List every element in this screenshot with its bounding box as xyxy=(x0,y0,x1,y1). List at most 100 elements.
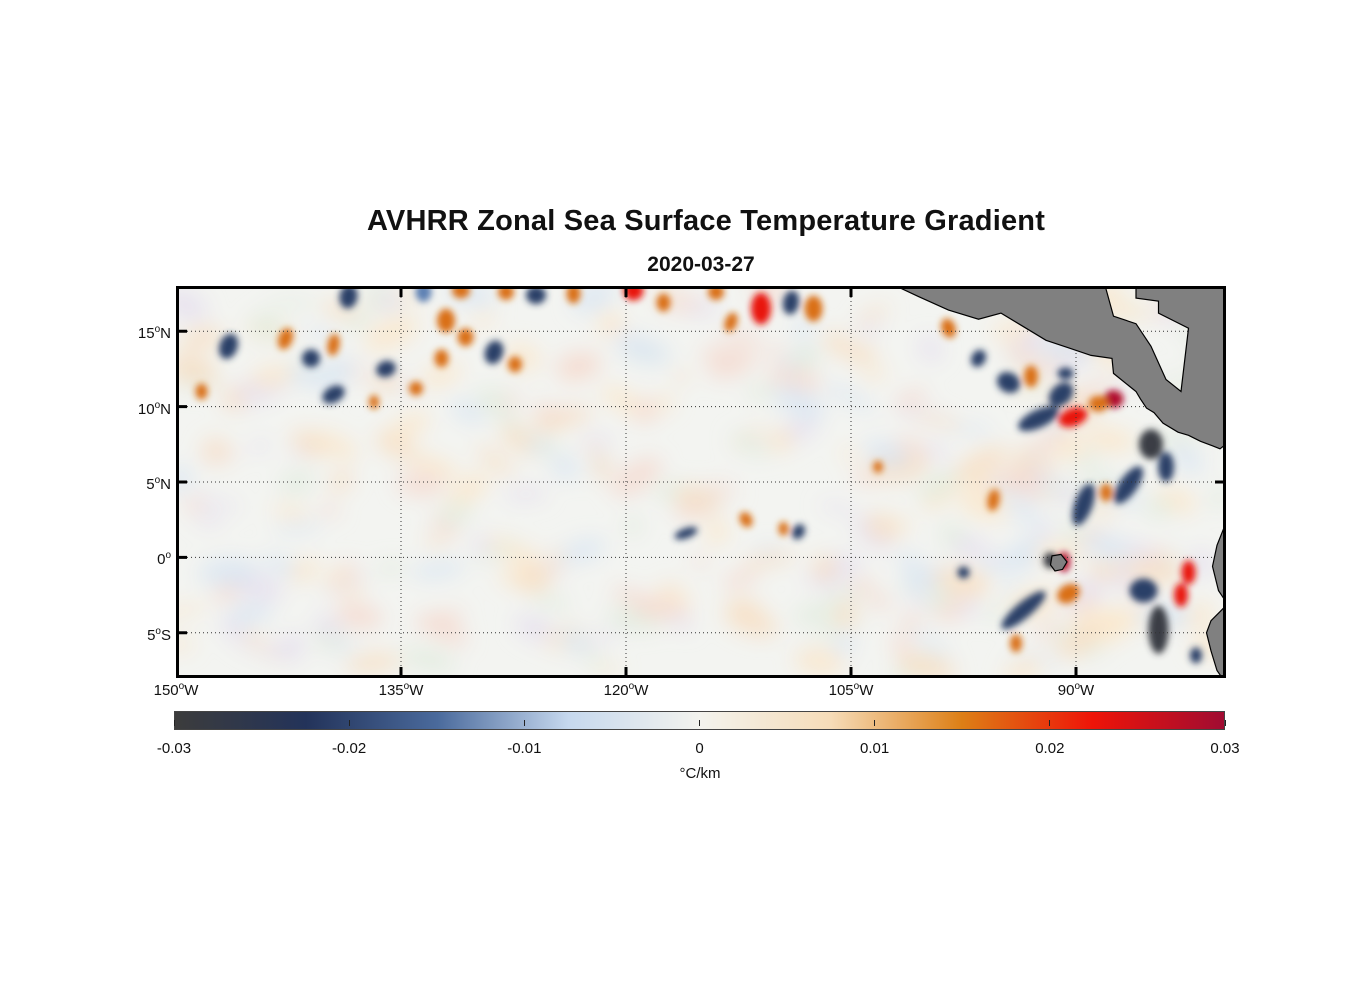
gradient-texture-patch xyxy=(987,484,1039,509)
gradient-texture-patch xyxy=(819,502,855,514)
gradient-feature xyxy=(791,524,806,540)
gradient-texture-patch xyxy=(1208,488,1223,508)
longitude-label: 105oW xyxy=(811,681,891,699)
gradient-texture-patch xyxy=(669,613,692,631)
gradient-texture-patch xyxy=(571,289,616,313)
degree-symbol: o xyxy=(155,625,161,637)
gradient-texture-patch xyxy=(310,431,358,460)
gradient-texture-patch xyxy=(451,399,485,424)
colorbar-tick-label: -0.02 xyxy=(332,740,367,757)
gradient-texture-patch xyxy=(400,647,457,673)
gradient-texture-patch xyxy=(791,345,820,371)
gradient-texture-patch xyxy=(559,538,606,563)
colorbar-tick-label: -0.01 xyxy=(507,740,542,757)
gradient-texture-patch xyxy=(724,605,778,637)
gradient-feature xyxy=(1024,365,1038,388)
gradient-texture-patch xyxy=(438,502,473,526)
gradient-feature xyxy=(277,328,294,350)
gradient-feature xyxy=(1057,367,1074,380)
gradient-texture-patch xyxy=(851,577,873,596)
gradient-feature xyxy=(751,292,771,325)
gradient-texture-patch xyxy=(864,440,910,468)
gradient-texture-patch xyxy=(720,330,763,345)
gradient-texture-patch xyxy=(849,343,876,366)
gradient-feature xyxy=(339,289,358,309)
gradient-texture-patch xyxy=(473,390,521,430)
gradient-texture-patch xyxy=(610,457,662,497)
latitude-label: 0o xyxy=(111,550,171,568)
gradient-texture-patch xyxy=(320,503,340,517)
gradient-feature xyxy=(623,289,644,301)
gradient-texture-patch xyxy=(378,291,401,312)
colorbar-tick-label: 0.03 xyxy=(1210,740,1240,757)
gradient-texture-patch xyxy=(419,612,468,646)
gradient-texture-patch xyxy=(1054,431,1085,461)
gradient-texture-patch xyxy=(1099,561,1116,581)
gradient-texture-patch xyxy=(762,345,788,357)
gradient-feature xyxy=(1181,560,1196,585)
gradient-texture-patch xyxy=(925,442,947,462)
gradient-texture-patch xyxy=(554,351,602,380)
gradient-feature xyxy=(434,349,449,368)
gradient-texture-patch xyxy=(1085,534,1131,561)
colorbar-unit: °C/km xyxy=(679,765,721,782)
gradient-feature xyxy=(1103,390,1124,409)
gradient-texture-patch xyxy=(250,365,294,388)
gradient-feature xyxy=(457,328,474,347)
gradient-feature xyxy=(1148,605,1169,654)
gradient-texture-patch xyxy=(1002,657,1043,675)
gradient-texture-patch xyxy=(179,289,208,321)
degree-symbol: o xyxy=(165,550,171,562)
gradient-map xyxy=(179,289,1223,675)
gradient-texture-patch xyxy=(743,551,796,567)
gradient-texture-patch xyxy=(476,445,515,477)
gradient-texture-patch xyxy=(731,432,769,458)
lat-value: 15 xyxy=(137,325,155,343)
colorbar-tick xyxy=(173,720,175,726)
gradient-feature xyxy=(1072,483,1095,526)
colorbar-tick xyxy=(699,720,700,726)
gradient-texture-patch xyxy=(322,572,370,596)
gradient-texture-patch xyxy=(900,612,921,633)
gradient-feature xyxy=(484,340,504,365)
gradient-texture-patch xyxy=(1004,342,1053,377)
gradient-feature xyxy=(437,308,455,333)
gradient-texture-patch xyxy=(186,494,242,510)
land-galapagos xyxy=(1049,553,1068,572)
lat-hemisphere: S xyxy=(160,626,171,644)
gradient-texture-patch xyxy=(514,615,560,644)
gradient-texture-patch xyxy=(953,538,978,560)
gradient-texture-patch xyxy=(745,384,776,400)
map-date: 2020-03-27 xyxy=(647,253,755,276)
gradient-texture-patch xyxy=(823,331,856,358)
gradient-texture-patch xyxy=(531,594,570,610)
degree-symbol: o xyxy=(1074,681,1081,692)
gradient-texture-patch xyxy=(529,436,550,454)
gradient-texture-patch xyxy=(897,654,957,675)
lon-hemisphere: W xyxy=(634,682,649,699)
gradient-feature xyxy=(987,489,1000,511)
gradient-texture-patch xyxy=(401,289,420,304)
gradient-texture-patch xyxy=(674,485,721,512)
gradient-feature xyxy=(1010,634,1022,653)
gradient-feature xyxy=(409,381,423,396)
gradient-texture-patch xyxy=(1111,567,1136,592)
gradient-texture-patch xyxy=(773,385,826,421)
gradient-texture-patch xyxy=(552,455,579,479)
map-title: AVHRR Zonal Sea Surface Temperature Grad… xyxy=(366,205,1046,237)
colorbar-tick xyxy=(523,720,525,726)
gradient-texture-patch xyxy=(209,334,226,349)
gradient-feature xyxy=(1139,429,1163,460)
gradient-texture-patch xyxy=(405,451,461,479)
gradient-texture-patch xyxy=(861,368,889,381)
gradient-texture-patch xyxy=(274,521,323,533)
lat-value: 10 xyxy=(137,400,155,418)
lon-value: 120 xyxy=(603,682,629,699)
gradient-feature xyxy=(1058,407,1088,428)
gradient-texture-patch xyxy=(250,312,284,341)
gradient-texture-patch xyxy=(1002,580,1020,592)
gradient-texture-patch xyxy=(899,551,920,575)
gradient-texture-patch xyxy=(706,518,729,545)
gradient-feature xyxy=(1158,451,1174,482)
gradient-texture-patch xyxy=(1074,449,1102,470)
